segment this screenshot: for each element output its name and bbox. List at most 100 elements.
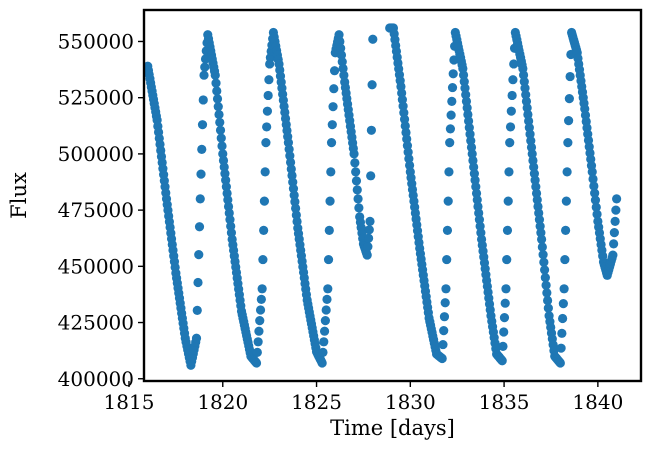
data-point [329,66,340,76]
data-point [196,169,206,179]
data-point [499,312,510,323]
data-point [505,122,516,132]
data-point [258,254,268,265]
data-point [337,57,347,67]
data-point [611,205,621,215]
data-point [440,298,450,308]
data-point [502,254,512,265]
data-point [367,80,377,90]
data-point [537,234,547,244]
data-point [338,63,348,74]
data-point [256,294,266,305]
data-point [214,109,224,120]
data-point [349,149,359,159]
data-point [200,62,210,72]
data-point [540,265,550,275]
data-point [321,305,331,315]
y-tick-label: 550000 [58,29,134,53]
data-point [503,196,513,206]
data-point [443,196,453,206]
data-point [447,96,457,106]
data-point [590,188,600,198]
data-point [329,84,339,94]
data-point [252,347,262,358]
data-point [609,228,619,238]
plot-frame [142,8,643,383]
x-tick-label: 1830 [385,390,436,414]
data-point [500,298,510,308]
data-point [509,59,519,69]
data-point [438,339,448,350]
data-point [563,138,573,148]
y-axis-title: Flux [7,172,31,219]
data-point [319,337,329,347]
data-point [608,250,618,260]
data-point [442,225,453,235]
y-axis-ticks: 400000 425000 450000 475000 500000 525000 5500… [58,29,144,391]
y-tick-label: 500000 [58,142,134,166]
x-tick-label: 1835 [479,390,530,414]
y-tick-label: 425000 [58,311,134,335]
data-point [499,327,509,337]
x-axis-ticks: 1815 1820 1825 1830 1835 1840 [104,381,623,414]
data-point [260,167,270,177]
data-point [259,225,269,235]
data-point [362,250,372,260]
data-point [612,194,622,204]
data-point [508,75,518,85]
data-point [437,353,447,364]
data-point [198,95,208,105]
data-point [323,284,333,294]
data-point [543,295,553,306]
data-point [353,194,363,204]
y-tick-label: 475000 [58,198,134,222]
data-point [543,303,553,313]
data-point [257,284,267,294]
data-point [264,75,274,85]
data-point [213,102,223,112]
data-point [351,176,362,186]
data-point [322,294,332,305]
data-point [215,117,225,128]
data-point [192,305,202,315]
data-point [263,90,273,101]
data-point [326,167,336,177]
data-point [261,138,271,148]
data-point [259,196,270,206]
data-point [319,326,330,336]
data-point [588,174,598,184]
data-point [197,144,207,155]
y-tick-label: 450000 [58,254,134,278]
data-point [442,254,452,265]
data-point [210,70,220,80]
data-point [448,69,458,79]
data-point [564,116,574,126]
data-point [565,71,575,82]
data-point [320,316,330,326]
data-point [561,196,571,206]
data-point [558,299,568,309]
data-point [507,90,517,101]
data-point [441,284,451,294]
data-point [318,347,328,358]
data-point [336,50,347,60]
data-point [504,167,514,177]
y-tick-label: 400000 [58,367,134,391]
data-point [262,122,272,132]
data-point [439,326,449,336]
data-point [558,313,568,324]
data-point [540,272,550,283]
data-point [445,138,455,148]
data-point [262,106,273,116]
x-tick-label: 1825 [291,390,342,414]
data-point [368,34,378,44]
data-point [212,86,222,96]
data-points [143,23,622,370]
data-point [589,181,599,191]
data-point [498,341,508,351]
data-point [197,120,208,130]
data-point [542,288,552,298]
data-point [562,167,572,177]
data-point [211,78,221,88]
